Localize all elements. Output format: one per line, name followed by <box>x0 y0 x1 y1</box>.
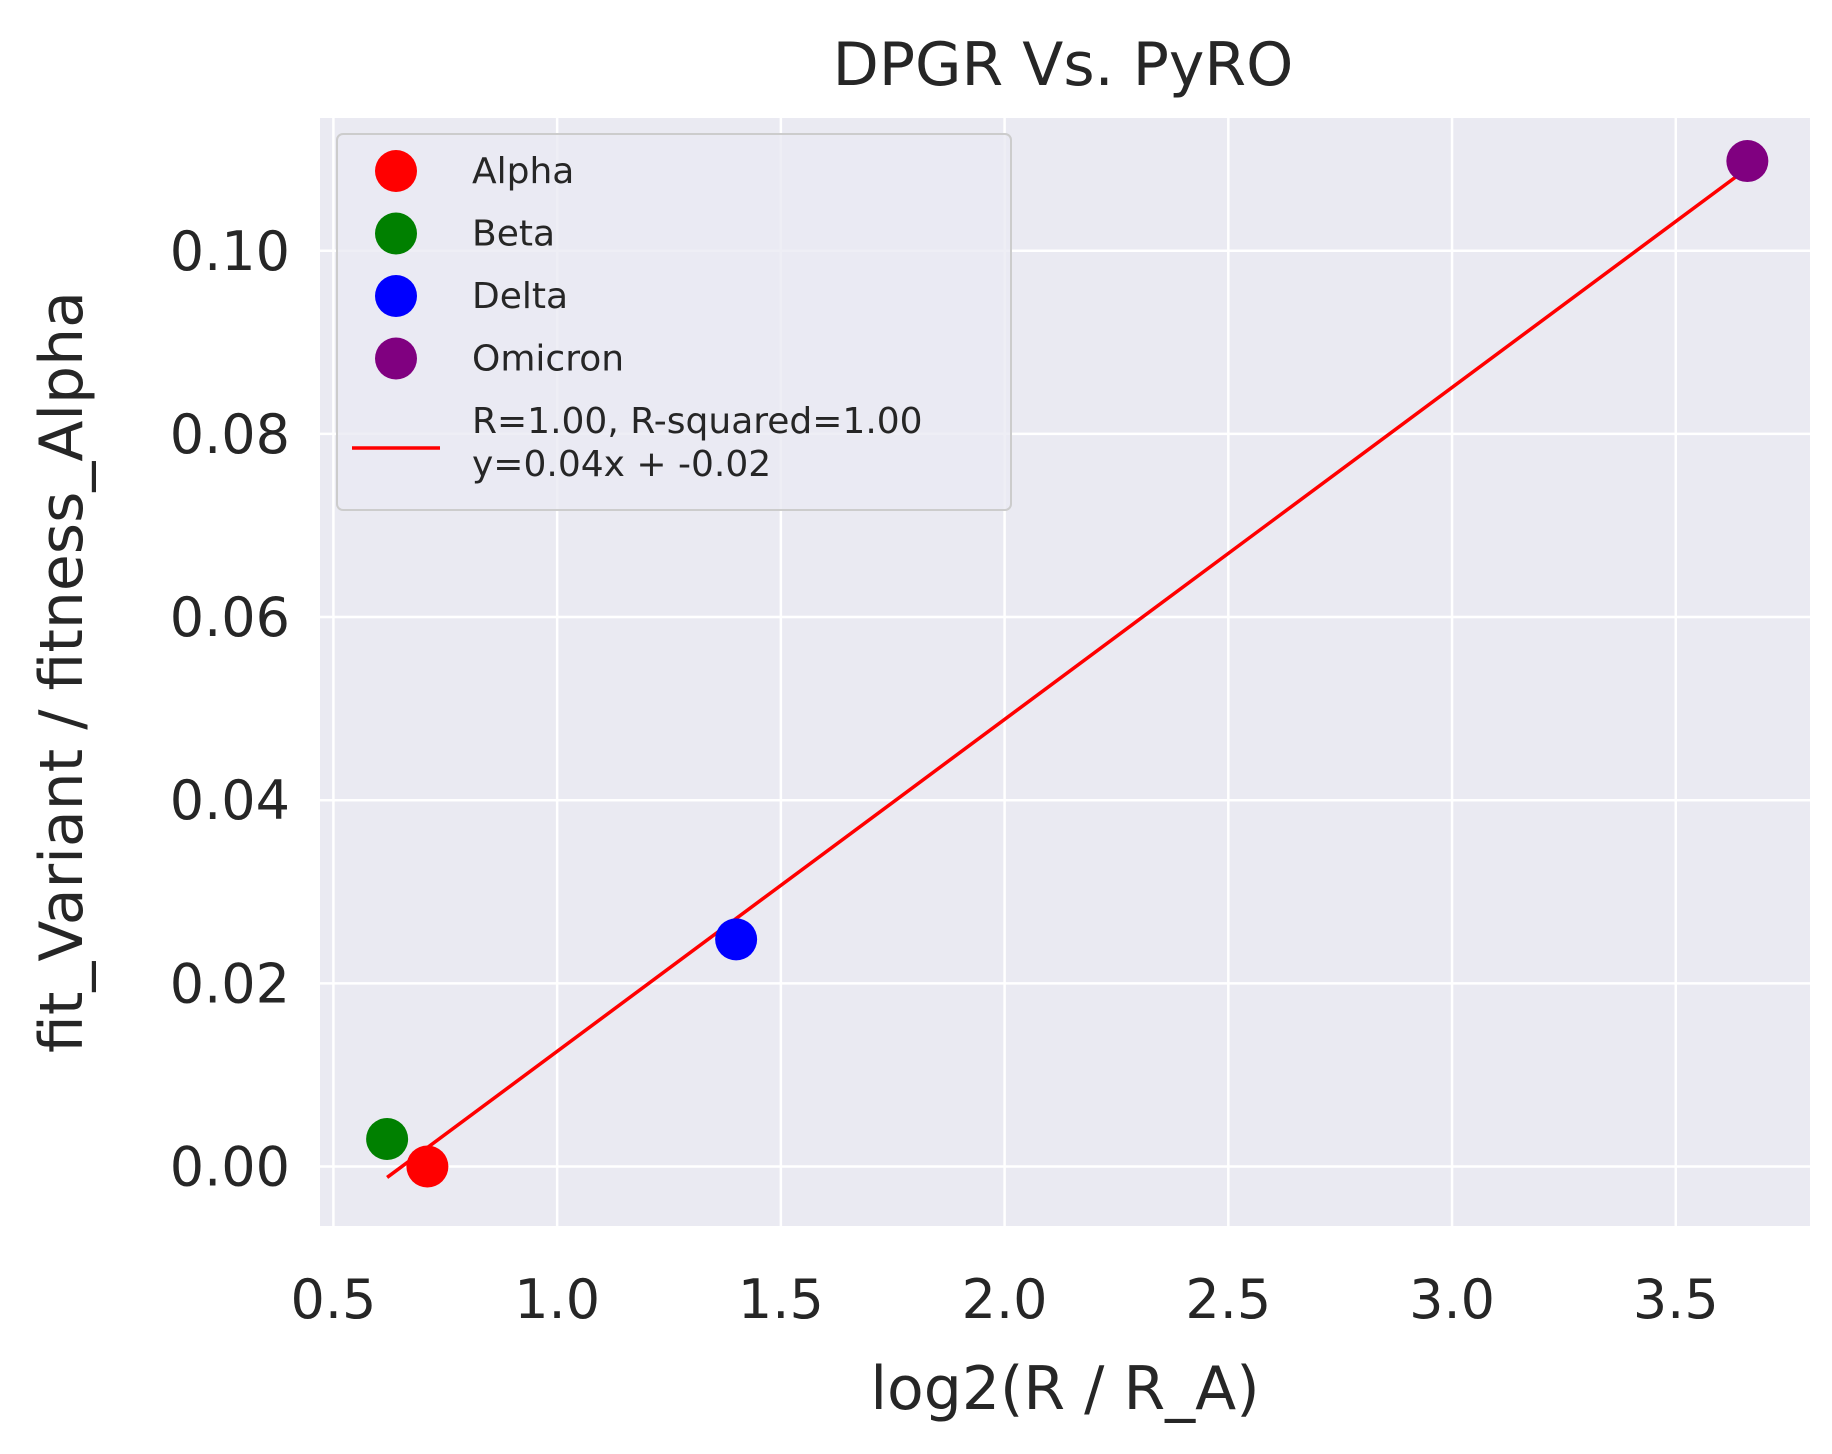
y-tick-label: 0.10 <box>170 220 290 283</box>
legend-label-omicron: Omicron <box>472 339 624 380</box>
y-tick-label: 0.06 <box>170 586 290 649</box>
x-tick-label: 0.5 <box>290 1268 376 1331</box>
legend-label-beta: Beta <box>472 214 555 255</box>
x-tick-label: 1.5 <box>738 1268 824 1331</box>
legend: Alpha Beta Delta Omicron R=1.00, R-squared=1… <box>336 133 1012 511</box>
y-tick-label: 0.04 <box>170 769 290 832</box>
y-tick-label: 0.08 <box>170 403 290 466</box>
chart-title: DPGR Vs. PyRO <box>833 30 1294 100</box>
data-point-beta <box>366 1118 409 1161</box>
fit-line <box>386 166 1749 1179</box>
legend-label-fit-line: R=1.00, R-squared=1.00 <box>472 401 923 442</box>
y-tick-label: 0.00 <box>170 1135 290 1198</box>
y-tick-label: 0.02 <box>170 952 290 1015</box>
x-tick-label: 2.0 <box>962 1268 1048 1331</box>
scatter-points <box>366 140 1769 1188</box>
legend-items: Alpha Beta Delta Omicron R=1.00, R-squared=1… <box>352 150 923 485</box>
legend-label-delta: Delta <box>472 276 568 317</box>
legend-marker-omicron <box>375 337 417 380</box>
fit-line-layer <box>386 166 1749 1179</box>
data-point-delta <box>715 918 758 961</box>
tick-labels: 0.5 1.0 1.5 2.0 2.5 3.0 3.5 0.00 0.02 0.04 0.06 0.0… <box>170 220 1719 1331</box>
y-axis-label: fit_Variant / fitness_Alpha <box>27 291 97 1053</box>
data-point-omicron <box>1726 140 1769 183</box>
legend-frame <box>336 133 1012 511</box>
legend-marker-alpha <box>375 150 417 192</box>
legend-marker-beta <box>375 212 417 255</box>
legend-label-fit-line: y=0.04x + -0.02 <box>472 444 771 485</box>
x-tick-label: 3.0 <box>1409 1268 1495 1331</box>
x-tick-label: 2.5 <box>1185 1268 1271 1331</box>
legend-marker-delta <box>375 275 417 317</box>
x-axis-label: log2(R / R_A) <box>870 1354 1259 1424</box>
data-point-alpha <box>406 1145 449 1188</box>
legend-label-alpha: Alpha <box>472 151 574 192</box>
x-tick-label: 1.0 <box>514 1268 600 1331</box>
x-tick-label: 3.5 <box>1633 1268 1719 1331</box>
